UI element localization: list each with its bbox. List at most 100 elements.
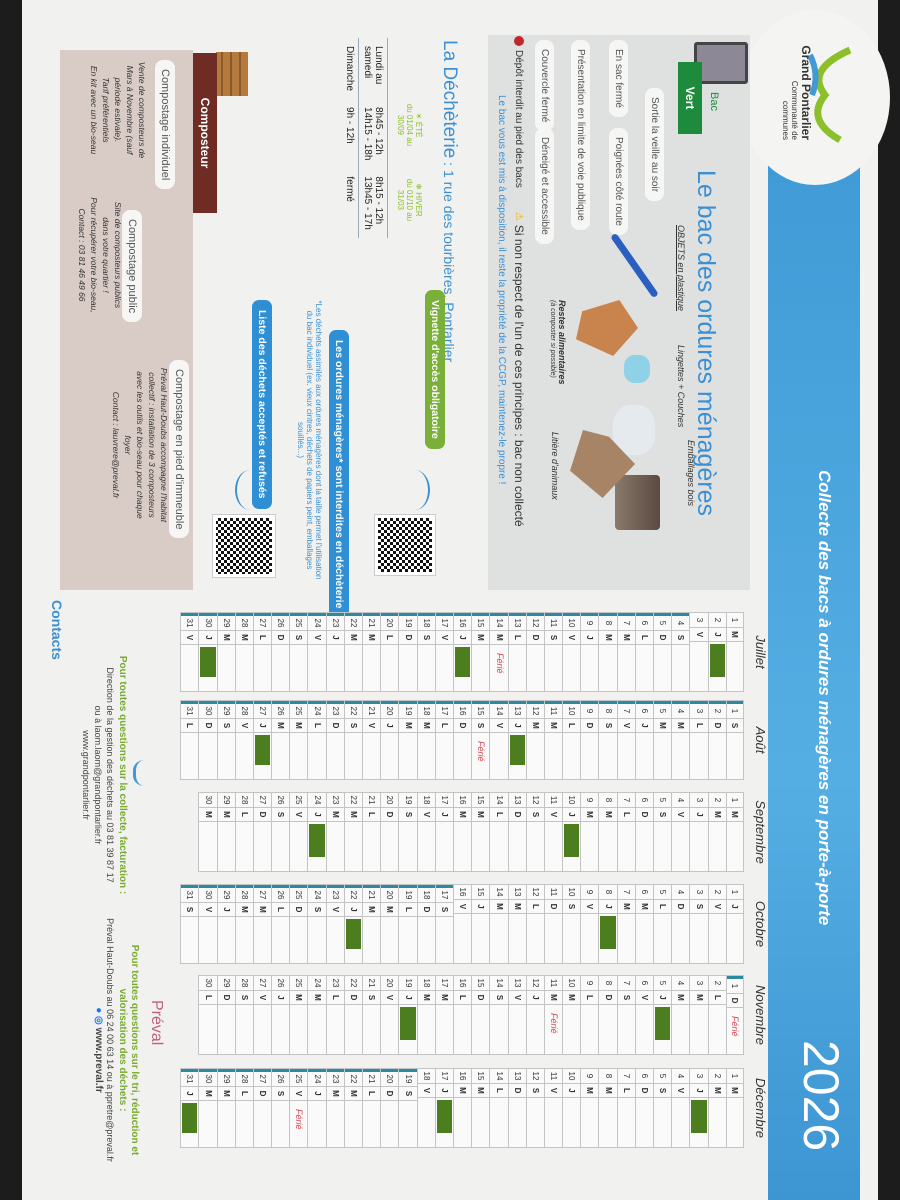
- day-cell: 21 L: [362, 1068, 381, 1148]
- day-slot: [399, 822, 416, 871]
- day-slot: [309, 645, 326, 691]
- day-number: 25: [290, 701, 308, 719]
- day-slot: [436, 917, 453, 963]
- day-number: 23: [326, 1069, 344, 1087]
- day-number: 14: [490, 613, 508, 631]
- weekday-letter: J: [435, 1084, 453, 1098]
- day-slot: [618, 1098, 635, 1147]
- weekday-letter: M: [308, 991, 326, 1005]
- day-cell: 26 D: [271, 612, 290, 692]
- weekday-letter: L: [581, 991, 599, 1005]
- weekday-letter: L: [272, 903, 290, 917]
- month-header: Octobre: [753, 900, 768, 948]
- day-cell: 12 J: [525, 975, 544, 1055]
- weekday-letter: S: [181, 903, 199, 917]
- hours-hiver: fermé: [344, 176, 355, 202]
- day-slot: [236, 1101, 253, 1147]
- day-number: 26: [272, 613, 290, 631]
- day-number: 18: [417, 793, 435, 808]
- day-number: 31: [181, 613, 199, 631]
- page-title: Collecte des bacs à ordures ménagères en…: [815, 470, 834, 926]
- weekday-letter: J: [599, 900, 617, 914]
- day-cell: 19 D: [398, 612, 417, 692]
- day-slot: [345, 733, 362, 779]
- month-header: Novembre: [753, 985, 768, 1045]
- hours-ete: 9h - 12h: [344, 107, 355, 144]
- collecte-heading: Pour toutes questions sur la collecte, f…: [117, 655, 128, 895]
- weekday-letter: L: [399, 903, 417, 917]
- day-number: 28: [235, 613, 253, 631]
- day-slot: [600, 1098, 617, 1147]
- day-number: 25: [290, 1069, 308, 1087]
- day-number: 10: [563, 885, 581, 900]
- day-slot: [436, 822, 453, 871]
- collection-mark: [509, 735, 525, 765]
- facebook-icon[interactable]: ●: [93, 1007, 104, 1014]
- immeuble-text: Préval Haut-Doubs accompagne l'habitat co…: [111, 367, 169, 523]
- day-cell: 23 L: [325, 975, 344, 1055]
- weekday-letter: M: [635, 900, 654, 914]
- day-slot: [418, 733, 435, 779]
- qr-code-liste[interactable]: [213, 515, 275, 577]
- collection-mark: [600, 916, 616, 949]
- holiday-label: Férié: [494, 653, 505, 674]
- contact-website[interactable]: www.grandpontarlier.fr: [81, 730, 91, 820]
- weekday-letter: M: [726, 1084, 743, 1098]
- day-cell: 25 V: [289, 792, 308, 872]
- day-number: 7: [617, 701, 635, 719]
- item-label: Restes alimentaires: [557, 300, 567, 385]
- weekday-letter: M: [508, 900, 526, 914]
- day-number: 30: [199, 701, 217, 719]
- day-slot: [181, 917, 198, 963]
- weekday-letter: S: [435, 903, 453, 917]
- day-slot: [327, 822, 344, 871]
- logo-subtitle: Communauté de communes: [781, 80, 799, 140]
- weekday-letter: D: [199, 719, 217, 733]
- instagram-icon[interactable]: ◎: [93, 1016, 104, 1025]
- day-number: 7: [617, 613, 635, 631]
- contact-line: Direction de la gestion des déchets au 0…: [105, 667, 115, 883]
- contacts-title: Contacts: [49, 600, 65, 660]
- contact-email[interactable]: ou à laom.laom@grandpontarlier.fr: [93, 705, 103, 845]
- day-cell: 12 L: [525, 884, 544, 964]
- day-cell: 13 D: [507, 1068, 526, 1148]
- day-cell: 11 V: [543, 1068, 563, 1148]
- weekday-letter: V: [235, 719, 253, 733]
- day-slot: [309, 1101, 326, 1147]
- weekday-letter: V: [435, 631, 453, 645]
- weekday-letter: M: [472, 808, 490, 822]
- day-number: 26: [272, 793, 290, 808]
- day-slot: [436, 1005, 453, 1054]
- weekday-letter: V: [708, 900, 726, 914]
- day-cell: 26 J: [271, 975, 290, 1055]
- immeuble-title: Compostage en pied d'immeuble: [169, 360, 189, 539]
- collection-mark: [182, 1103, 198, 1133]
- day-cell: 19 S: [398, 1068, 417, 1148]
- weekday-letter: V: [417, 808, 435, 822]
- weekday-letter: V: [563, 631, 581, 645]
- day-slot: [399, 917, 416, 963]
- day-cell: 21 S: [362, 975, 381, 1055]
- rule-pill: Déneigé et accessible: [535, 128, 554, 244]
- day-cell: 10 M: [562, 975, 581, 1055]
- weekday-letter: V: [326, 903, 344, 917]
- day-slot: [254, 917, 271, 963]
- day-number: 3: [690, 885, 708, 900]
- day-cell: 21 M: [362, 612, 381, 692]
- day-number: 2: [708, 701, 726, 719]
- day-slot: [472, 1005, 489, 1054]
- day-number: 23: [326, 976, 344, 991]
- weekday-letter: L: [199, 991, 217, 1005]
- qr-code-vignette[interactable]: [375, 515, 435, 575]
- day-slot: [290, 1005, 307, 1054]
- preval-website[interactable]: www.preval.fr: [93, 1027, 104, 1093]
- day-number: 25: [290, 976, 308, 991]
- day-cell: 12 S: [525, 792, 544, 872]
- weekday-letter: S: [399, 808, 417, 822]
- day-cell: 23 M: [325, 1068, 344, 1148]
- weekday-letter: S: [654, 808, 672, 822]
